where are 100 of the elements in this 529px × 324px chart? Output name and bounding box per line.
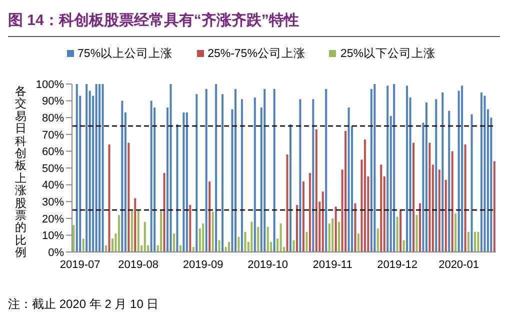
y-tick-label: 90% xyxy=(42,96,64,108)
bar xyxy=(108,144,110,252)
x-tick-label: 2019-11 xyxy=(312,258,352,271)
bar xyxy=(428,142,431,252)
bar xyxy=(257,226,260,252)
bar xyxy=(484,96,486,252)
bar xyxy=(215,84,218,252)
y-tick-label: 50% xyxy=(42,162,64,175)
bar xyxy=(280,223,282,252)
bar xyxy=(380,164,382,252)
y-tick-label: 60% xyxy=(42,146,64,158)
legend-label: 75%以上公司上涨 xyxy=(78,48,173,60)
bar xyxy=(302,181,304,252)
y-tick-label: 30% xyxy=(42,196,64,209)
bar xyxy=(374,84,376,252)
bar xyxy=(170,84,172,252)
bar xyxy=(474,232,476,252)
bar xyxy=(218,240,220,252)
bar xyxy=(182,112,185,252)
bar xyxy=(176,124,178,252)
bar xyxy=(205,89,208,252)
bar xyxy=(234,89,236,252)
bar xyxy=(400,210,402,252)
bar xyxy=(208,181,211,252)
bar xyxy=(376,228,379,252)
y-tick-label: 0% xyxy=(48,246,64,259)
bar xyxy=(402,240,405,252)
y-tick-label: 70% xyxy=(42,129,64,142)
bar xyxy=(325,89,328,252)
bar xyxy=(444,180,447,252)
bar xyxy=(82,238,84,252)
bar xyxy=(338,222,340,252)
x-tick-label: 2020-01 xyxy=(438,258,479,271)
bar xyxy=(222,94,224,252)
bar xyxy=(72,225,75,252)
bar xyxy=(172,234,175,252)
bar xyxy=(137,210,140,252)
bar xyxy=(163,173,166,252)
bar xyxy=(150,100,152,252)
bar xyxy=(454,213,457,252)
chart-title: 图 14：科创板股票经常具有“齐涨齐跌”特性 xyxy=(8,11,299,30)
bar xyxy=(308,173,311,252)
bar xyxy=(134,198,136,252)
bar xyxy=(451,151,454,252)
bar xyxy=(95,84,98,252)
bar xyxy=(102,84,104,252)
bar xyxy=(480,92,482,252)
bar xyxy=(296,204,298,252)
bar xyxy=(306,232,308,252)
bar xyxy=(418,203,421,252)
bar xyxy=(286,154,288,252)
bar xyxy=(86,84,88,252)
legend-label: 25%-75%公司上涨 xyxy=(208,48,306,60)
x-tick-label: 2019-08 xyxy=(118,258,159,271)
bar xyxy=(416,215,418,252)
bar xyxy=(442,92,444,252)
bar xyxy=(464,144,466,252)
bar xyxy=(244,232,246,252)
bar xyxy=(315,129,318,252)
bar xyxy=(292,240,295,252)
bar xyxy=(240,99,243,252)
bar xyxy=(448,110,450,252)
y-tick-label: 80% xyxy=(42,112,64,125)
bar xyxy=(98,84,101,252)
x-tick-label: 2019-12 xyxy=(377,258,418,271)
bar xyxy=(425,102,428,252)
bar xyxy=(312,99,314,252)
bar xyxy=(396,216,398,252)
bar xyxy=(412,142,414,252)
bar xyxy=(470,114,473,252)
bar xyxy=(130,210,133,252)
bar xyxy=(468,232,470,252)
bar xyxy=(334,206,337,252)
x-tick-label: 2019-10 xyxy=(248,258,288,271)
bar xyxy=(322,192,324,252)
bar xyxy=(386,86,389,252)
bar xyxy=(202,223,204,252)
bar xyxy=(493,161,496,252)
text: 注：截止 2020 年 2 月 10 日 xyxy=(8,296,159,313)
x-tick-label: 2019-07 xyxy=(60,258,100,271)
text: 各交易日科创板上涨股票的比例 xyxy=(15,86,27,260)
bar xyxy=(196,94,198,252)
bar xyxy=(186,112,188,252)
bar xyxy=(264,89,266,252)
bar xyxy=(290,124,292,252)
bar xyxy=(357,234,360,252)
bar xyxy=(144,222,146,252)
y-tick-label: 40% xyxy=(42,180,64,192)
legend-label: 25%以下公司上涨 xyxy=(340,48,436,60)
bar xyxy=(344,131,347,252)
bar xyxy=(406,86,408,252)
bar xyxy=(273,89,276,252)
bar xyxy=(461,86,464,252)
bar xyxy=(364,139,366,252)
bar xyxy=(189,204,192,252)
bar xyxy=(254,97,256,252)
bar xyxy=(228,242,230,252)
bar xyxy=(354,203,356,252)
bar xyxy=(238,236,240,252)
bar xyxy=(118,215,120,252)
